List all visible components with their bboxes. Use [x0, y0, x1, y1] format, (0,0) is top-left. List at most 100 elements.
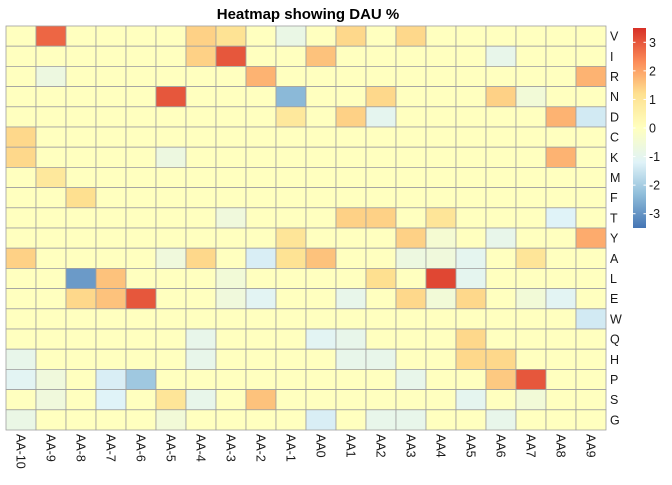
heatmap-cell-Y-AA-6 [125, 227, 157, 249]
heatmap-cell-R-AA5 [455, 66, 487, 88]
heatmap-cell-F-AA5 [455, 187, 487, 209]
row-label-A: A [610, 252, 619, 266]
heatmap-cell-H-AA-5 [155, 348, 187, 370]
heatmap-cell-Y-AA-10 [5, 227, 37, 249]
heatmap-cell-D-AA8 [545, 106, 577, 128]
heatmap-cell-Y-AA-7 [95, 227, 127, 249]
heatmap-cell-N-AA-9 [35, 86, 67, 108]
heatmap-cell-E-AA3 [395, 288, 427, 310]
heatmap-cell-T-AA-7 [95, 207, 127, 229]
heatmap-cell-P-AA-4 [185, 368, 217, 390]
heatmap-cell-T-AA4 [425, 207, 457, 229]
heatmap-cell-A-AA2 [365, 247, 397, 269]
heatmap-cell-Y-AA-1 [275, 227, 307, 249]
heatmap-cell-L-AA-2 [245, 267, 277, 289]
heatmap-cell-I-AA1 [335, 45, 367, 67]
heatmap-cell-D-AA2 [365, 106, 397, 128]
heatmap-cell-T-AA6 [485, 207, 517, 229]
heatmap-cell-S-AA9 [575, 389, 607, 411]
heatmap-cell-R-AA-9 [35, 66, 67, 88]
heatmap-cell-W-AA5 [455, 308, 487, 330]
heatmap-cell-N-AA-10 [5, 86, 37, 108]
column-label-AA8: AA8 [554, 434, 568, 458]
heatmap-cell-G-AA1 [335, 409, 367, 431]
row-label-Q: Q [610, 333, 620, 347]
heatmap-cell-C-AA9 [575, 126, 607, 148]
row-label-V: V [610, 30, 619, 44]
heatmap-cell-Y-AA-3 [215, 227, 247, 249]
heatmap-cell-L-AA-3 [215, 267, 247, 289]
heatmap-cell-A-AA-2 [245, 247, 277, 269]
heatmap-cell-G-AA-2 [245, 409, 277, 431]
heatmap-cell-Q-AA-9 [35, 328, 67, 350]
heatmap-cell-K-AA8 [545, 146, 577, 168]
heatmap-cell-L-AA4 [425, 267, 457, 289]
heatmap-cell-Y-AA-4 [185, 227, 217, 249]
heatmap-cell-L-AA7 [515, 267, 547, 289]
heatmap-cell-D-AA9 [575, 106, 607, 128]
heatmap-cell-Y-AA9 [575, 227, 607, 249]
heatmap-cell-N-AA-7 [95, 86, 127, 108]
heatmap-cell-K-AA6 [485, 146, 517, 168]
heatmap-cell-V-AA2 [365, 25, 397, 47]
heatmap-cell-F-AA7 [515, 187, 547, 209]
heatmap-cell-P-AA2 [365, 368, 397, 390]
heatmap-cell-I-AA-2 [245, 45, 277, 67]
heatmap-cell-E-AA6 [485, 288, 517, 310]
heatmap-cell-K-AA0 [305, 146, 337, 168]
legend-tick-label: -1 [649, 150, 660, 164]
heatmap-cell-L-AA-10 [5, 267, 37, 289]
heatmap-cell-S-AA-3 [215, 389, 247, 411]
heatmap-cell-P-AA-2 [245, 368, 277, 390]
heatmap-cell-S-AA0 [305, 389, 337, 411]
heatmap-cell-R-AA7 [515, 66, 547, 88]
heatmap-cell-H-AA3 [395, 348, 427, 370]
heatmap-cell-N-AA8 [545, 86, 577, 108]
heatmap-cell-F-AA2 [365, 187, 397, 209]
heatmap-cell-W-AA3 [395, 308, 427, 330]
heatmap-cell-R-AA-5 [155, 66, 187, 88]
heatmap-cell-S-AA-1 [275, 389, 307, 411]
column-label-AA2: AA2 [374, 434, 388, 458]
heatmap-cell-R-AA-3 [215, 66, 247, 88]
heatmap-cell-M-AA0 [305, 166, 337, 188]
heatmap-cell-T-AA1 [335, 207, 367, 229]
heatmap-cell-E-AA-5 [155, 288, 187, 310]
heatmap-cell-V-AA-2 [245, 25, 277, 47]
heatmap-cell-N-AA3 [395, 86, 427, 108]
heatmap-cell-C-AA1 [335, 126, 367, 148]
heatmap-cell-C-AA0 [305, 126, 337, 148]
heatmap-cell-M-AA-3 [215, 166, 247, 188]
heatmap-cell-I-AA-1 [275, 45, 307, 67]
heatmap-cell-C-AA3 [395, 126, 427, 148]
heatmap-cell-D-AA1 [335, 106, 367, 128]
row-label-G: G [610, 413, 620, 427]
heatmap-cell-K-AA5 [455, 146, 487, 168]
heatmap-cell-R-AA1 [335, 66, 367, 88]
heatmap-cell-V-AA1 [335, 25, 367, 47]
row-label-I: I [610, 50, 613, 64]
heatmap-cell-Q-AA6 [485, 328, 517, 350]
heatmap-cell-C-AA8 [545, 126, 577, 148]
heatmap-cell-Q-AA0 [305, 328, 337, 350]
row-label-D: D [610, 110, 619, 124]
heatmap-cell-S-AA-2 [245, 389, 277, 411]
heatmap-cell-P-AA0 [305, 368, 337, 390]
heatmap-cell-I-AA-5 [155, 45, 187, 67]
heatmap-cell-W-AA4 [425, 308, 457, 330]
heatmap-cell-K-AA9 [575, 146, 607, 168]
heatmap-cell-D-AA-8 [65, 106, 97, 128]
heatmap-cell-L-AA-6 [125, 267, 157, 289]
heatmap-cell-G-AA9 [575, 409, 607, 431]
heatmap-cell-W-AA-4 [185, 308, 217, 330]
heatmap-cell-A-AA-4 [185, 247, 217, 269]
column-label-AA9: AA9 [584, 434, 598, 458]
heatmap-cell-I-AA6 [485, 45, 517, 67]
heatmap-cell-G-AA-5 [155, 409, 187, 431]
heatmap-cell-A-AA9 [575, 247, 607, 269]
column-label-AA-10: AA-10 [14, 434, 28, 469]
column-label-AA-5: AA-5 [164, 434, 178, 462]
row-label-W: W [610, 312, 622, 326]
heatmap-cell-A-AA-10 [5, 247, 37, 269]
heatmap-cell-Y-AA0 [305, 227, 337, 249]
